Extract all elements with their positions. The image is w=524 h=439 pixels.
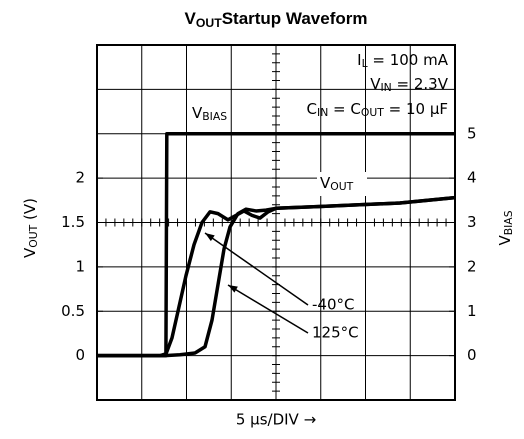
- y-tick-label: 0: [75, 346, 85, 364]
- y2-tick-label: 1: [467, 302, 477, 320]
- subscript: IN: [381, 81, 392, 94]
- leader-line: [227, 284, 309, 334]
- series-name: VBIAS: [192, 104, 227, 124]
- subscript: OUT: [27, 224, 40, 247]
- subscript: BIAS: [202, 110, 227, 123]
- y2-tick-label: 5: [467, 124, 477, 142]
- annotation: IL = 100 mA: [357, 51, 449, 71]
- text-part: = C: [328, 100, 361, 118]
- subscript: BIAS: [502, 210, 515, 235]
- text-part: I: [357, 51, 361, 69]
- arrow-head: [205, 233, 215, 242]
- label-bg: [317, 172, 367, 196]
- text-part: V: [185, 9, 197, 28]
- y2-axis-label: VBIAS: [496, 210, 516, 245]
- text-part: V: [496, 235, 514, 246]
- chart-title: VOUTStartup Waveform: [185, 9, 368, 30]
- text-part: = 10 µF: [384, 100, 448, 118]
- text-part: V: [21, 247, 39, 258]
- series-label: -40°C: [312, 296, 354, 314]
- series-name: VOUT: [320, 174, 354, 194]
- y-tick-label: 0.5: [61, 302, 85, 320]
- y2-tick-label: 3: [467, 213, 477, 231]
- series-label: 125°C: [312, 324, 359, 342]
- text-part: V: [192, 104, 203, 122]
- y2-tick-label: 2: [467, 257, 477, 275]
- text-part: Startup Waveform: [222, 9, 368, 28]
- subscript: OUT: [361, 106, 384, 119]
- text-part: = 2.3V: [392, 75, 449, 93]
- annotation: CIN = COUT = 10 µF: [307, 100, 448, 120]
- y-tick-label: 1.5: [61, 213, 85, 231]
- y-tick-label: 1: [75, 257, 85, 275]
- y-tick-label: 2: [75, 169, 85, 187]
- text-part: V: [370, 75, 381, 93]
- text-part: (V): [21, 198, 39, 225]
- subscript: L: [362, 57, 368, 70]
- x-axis-label: 5 µs/DIV →: [236, 411, 316, 429]
- y2-tick-label: 0: [467, 346, 477, 364]
- text-part: V: [320, 174, 331, 192]
- y-axis-label: VOUT (V): [21, 198, 41, 258]
- leader-line: [204, 232, 309, 306]
- y2-tick-label: 4: [467, 169, 477, 187]
- series-line: [97, 195, 456, 358]
- text-part: = 100 mA: [368, 51, 449, 69]
- subscript: OUT: [330, 180, 353, 193]
- subscript: OUT: [196, 16, 222, 30]
- arrow-head: [228, 285, 238, 293]
- text-part: C: [307, 100, 317, 118]
- annotation: VIN = 2.3V: [370, 75, 448, 95]
- subscript: IN: [317, 106, 328, 119]
